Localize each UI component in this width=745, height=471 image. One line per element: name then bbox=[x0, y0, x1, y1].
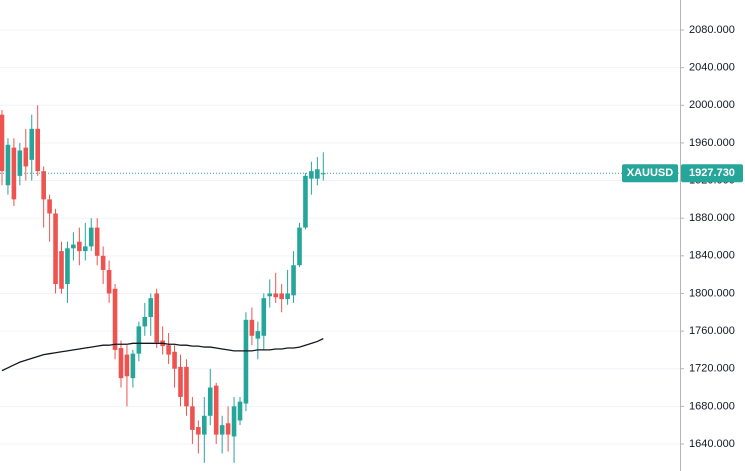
candle-body bbox=[273, 293, 278, 298]
candle-body bbox=[106, 269, 112, 294]
candle-body bbox=[5, 144, 11, 186]
plot bbox=[0, 105, 680, 463]
candle-body bbox=[231, 406, 237, 437]
candle-body bbox=[261, 298, 267, 336]
candle-body bbox=[291, 265, 296, 296]
candle-body bbox=[202, 415, 207, 435]
y-tick-label: 1880.000 bbox=[689, 212, 735, 224]
candle-body bbox=[255, 331, 261, 339]
candle-body bbox=[23, 147, 29, 167]
y-tick-label: 1760.000 bbox=[689, 325, 735, 337]
candle-body bbox=[59, 251, 64, 289]
y-tick-label: 1840.000 bbox=[689, 250, 735, 262]
candle-body bbox=[11, 147, 17, 200]
candle-body bbox=[207, 387, 213, 416]
candle-body bbox=[196, 427, 201, 435]
grid bbox=[0, 29, 680, 445]
y-tick-label: 2080.000 bbox=[689, 24, 735, 36]
y-tick-label: 1960.000 bbox=[689, 137, 735, 149]
candle-body bbox=[142, 316, 148, 327]
candle-body bbox=[297, 227, 302, 266]
candle-body bbox=[65, 248, 70, 285]
candle-body bbox=[285, 293, 290, 300]
candle-body bbox=[154, 293, 159, 343]
candle-body bbox=[71, 244, 76, 249]
candle-body bbox=[267, 293, 273, 297]
moving-average bbox=[1, 338, 324, 372]
candle-body bbox=[321, 173, 326, 175]
candle-body bbox=[47, 199, 52, 214]
candle-body bbox=[237, 401, 243, 421]
candle-body bbox=[219, 425, 225, 435]
candle-body bbox=[100, 255, 106, 270]
candle-body bbox=[94, 227, 100, 256]
candle-body bbox=[17, 150, 23, 176]
candle-body bbox=[53, 213, 58, 285]
price-box bbox=[681, 164, 743, 183]
symbol-box bbox=[622, 164, 678, 183]
y-tick-label: 1680.000 bbox=[689, 400, 735, 412]
y-tick-label: 1800.000 bbox=[689, 287, 735, 299]
candle-body bbox=[303, 175, 308, 228]
last-price-label: 1927.730 bbox=[689, 167, 735, 179]
candle-body bbox=[130, 353, 136, 379]
candle-body bbox=[148, 298, 154, 317]
candle-body bbox=[184, 366, 189, 407]
candle-body bbox=[279, 293, 284, 300]
candle-body bbox=[29, 128, 35, 160]
candle-body bbox=[83, 246, 88, 252]
candle-body bbox=[88, 227, 94, 247]
candle-body bbox=[124, 354, 130, 377]
y-tick-label: 2000.000 bbox=[689, 99, 735, 111]
candle-body bbox=[136, 326, 142, 354]
candle-body bbox=[112, 288, 118, 350]
candle-body bbox=[77, 241, 82, 252]
candle-body bbox=[309, 171, 314, 179]
candle-body bbox=[41, 171, 46, 200]
candle-body bbox=[172, 351, 177, 369]
candle-body bbox=[166, 345, 171, 355]
candle-body bbox=[0, 114, 5, 172]
candle-body bbox=[190, 406, 195, 430]
symbol-label: XAUUSD bbox=[627, 167, 674, 179]
candle-body bbox=[315, 169, 320, 179]
y-tick-label: 2040.000 bbox=[689, 62, 735, 74]
candle-body bbox=[178, 366, 183, 397]
candle-body bbox=[225, 423, 231, 435]
candle-body bbox=[35, 128, 40, 172]
y-tick-label: 1720.000 bbox=[689, 363, 735, 375]
candle-body bbox=[118, 348, 124, 379]
candle-body bbox=[249, 319, 255, 336]
candle-body bbox=[243, 319, 249, 404]
y-tick-label: 1640.000 bbox=[689, 438, 735, 450]
candle-body bbox=[213, 385, 219, 435]
